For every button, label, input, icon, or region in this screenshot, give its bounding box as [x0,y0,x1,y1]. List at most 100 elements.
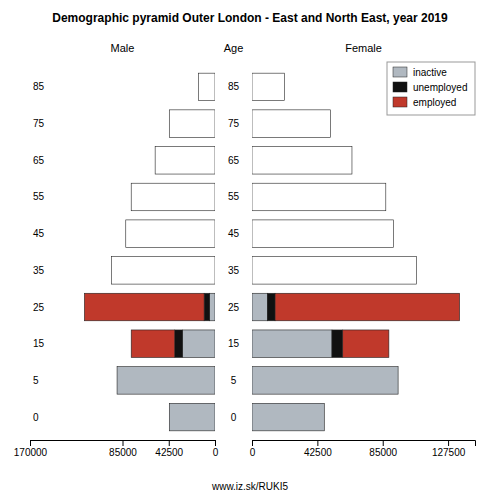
bar [155,147,215,175]
bar [284,73,285,101]
legend-label: unemployed [413,82,467,93]
category-label: 5 [33,375,39,386]
tick: 0 [213,440,219,458]
bar [324,403,325,431]
bar [169,403,170,431]
bar [252,257,417,285]
category-label: 55 [228,191,240,202]
tick-label: 170000 [14,447,48,458]
category-label: 65 [33,155,45,166]
legend-box [387,62,475,115]
bar [252,403,324,431]
bar [398,367,399,395]
bar [252,293,267,321]
bar [416,257,417,285]
bar [117,367,118,395]
tick-mark [383,440,384,446]
bar [252,73,284,101]
category-label: 25 [228,302,240,313]
tick-label: 0 [213,447,219,458]
chart: Demographic pyramid Outer London - East … [0,0,500,500]
bars [252,73,460,431]
category-label: 85 [228,81,240,92]
bar [210,293,215,321]
title: Demographic pyramid Outer London - East … [52,11,448,25]
bar [343,330,389,358]
tick-label: 127500 [432,447,466,458]
bar [169,110,215,138]
bar [385,183,386,211]
tick: 170000 [14,440,48,458]
legend: inactive unemployed employed [387,62,475,115]
bar [252,147,352,175]
bar [275,293,460,321]
tick-label: 85000 [369,447,397,458]
bar [169,110,170,138]
bar [117,367,215,395]
bar [169,110,170,138]
bar [204,293,209,321]
legend-swatch [393,67,407,77]
tick-mark [123,440,124,446]
bar [169,403,215,431]
bar [398,367,399,395]
bar [126,220,215,248]
tick-label: 0 [250,447,256,458]
bar [330,110,331,138]
bar [169,403,170,431]
bar [252,330,332,358]
legend-swatch [393,97,407,107]
legend-item: employed [393,97,456,108]
tick-label: 85000 [109,447,137,458]
category-label: 5 [231,375,237,386]
bars [84,73,215,431]
category-label: 75 [33,118,45,129]
category-label: 35 [33,265,45,276]
tick: 85000 [369,440,397,458]
bar [131,330,175,358]
bar [182,330,215,358]
category-label: 55 [33,191,45,202]
legend-label: employed [413,97,456,108]
tick-mark [448,440,449,446]
category-label: 35 [228,265,240,276]
legend-swatch [393,82,407,92]
tick-mark [169,440,170,446]
bar [252,110,330,138]
bar [112,257,215,285]
bar [393,220,394,248]
category-labels: 051525354555657585 [33,81,45,422]
bar [131,183,132,211]
bar [385,183,386,211]
bar [199,73,215,101]
tick-mark [30,440,31,446]
subtitle: Female [345,42,382,54]
x-axis-line [253,441,476,447]
bar [111,257,112,285]
legend-item: inactive [393,67,447,78]
bar [155,147,156,175]
category-label: 15 [228,338,240,349]
bar [198,73,199,101]
bar [125,220,126,248]
x-axis-line [31,441,216,447]
tick-mark [252,440,253,446]
category-label: 25 [33,302,45,313]
category-labels: 051525354555657585 [228,81,240,422]
bar [155,147,156,175]
bar [252,183,386,211]
bar [324,403,325,431]
tick: 127500 [432,440,466,458]
tick-mark [215,440,216,446]
subtitle: Male [111,42,135,54]
bar [267,293,275,321]
bar [284,73,285,101]
bar [252,220,393,248]
bar [111,257,112,285]
bar [117,367,118,395]
bar [351,147,352,175]
tick: 85000 [109,440,137,458]
x-axis: 170000 85000 42500 0 [14,440,219,458]
tick-mark [317,440,318,446]
tick: 42500 [155,440,183,458]
